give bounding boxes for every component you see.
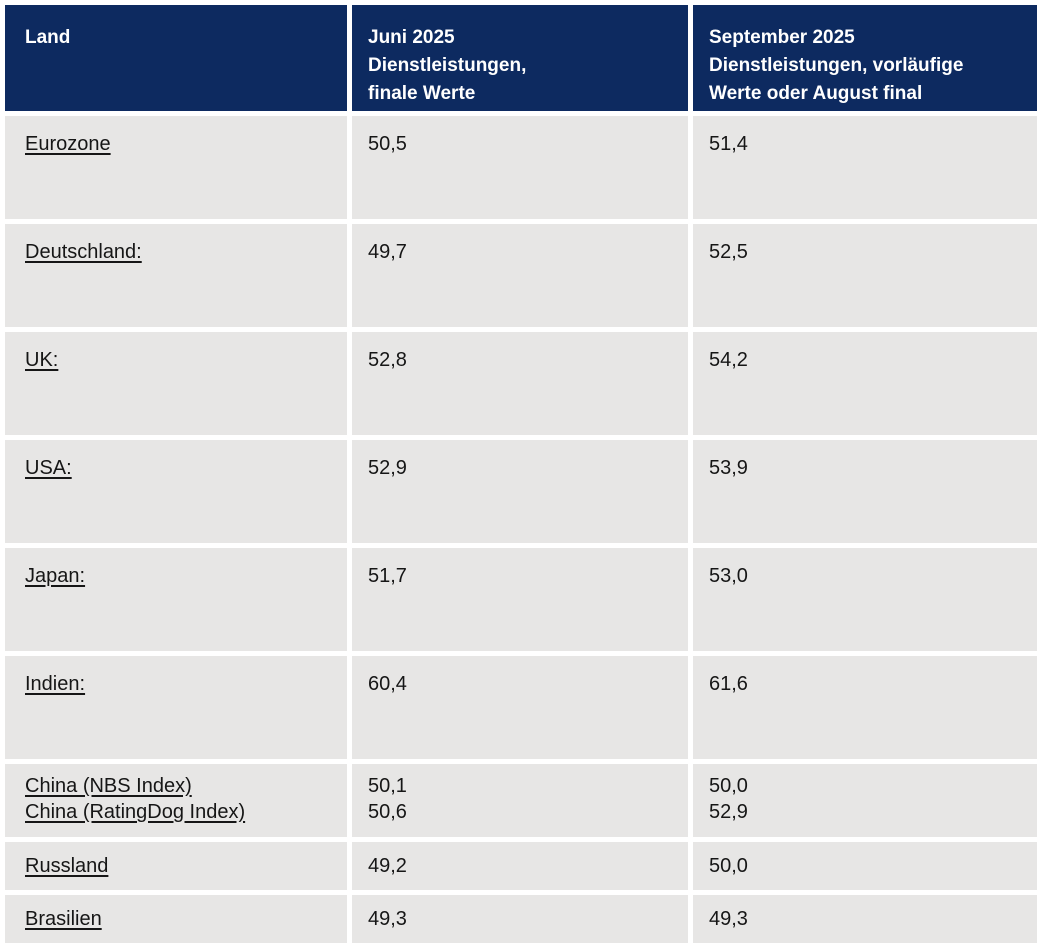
country-link-china[interactable]: China (NBS Index) China (RatingDog Index…	[25, 775, 246, 823]
column-header-land: Land	[5, 5, 347, 111]
cell-juni-eurozone: 50,5	[352, 116, 688, 219]
cell-land-eurozone: Eurozone	[5, 116, 347, 219]
country-link-indien[interactable]: Indien:	[25, 673, 86, 695]
cell-september-eurozone: 51,4	[693, 116, 1037, 219]
cell-land-russland: Russland	[5, 842, 347, 890]
country-link-usa[interactable]: USA:	[25, 457, 72, 479]
column-header-september-2025: September 2025 Dienstleistungen, vorläuf…	[693, 5, 1037, 111]
country-link-russland[interactable]: Russland	[25, 855, 109, 877]
country-link-eurozone[interactable]: Eurozone	[25, 133, 111, 155]
cell-juni-russland: 49,2	[352, 842, 688, 890]
cell-september-uk: 54,2	[693, 332, 1037, 435]
country-link-deutschland[interactable]: Deutschland:	[25, 241, 142, 263]
cell-september-brasilien: 49,3	[693, 895, 1037, 943]
cell-september-china: 50,0 52,9	[693, 764, 1037, 837]
cell-juni-uk: 52,8	[352, 332, 688, 435]
cell-land-indien: Indien:	[5, 656, 347, 759]
cell-land-uk: UK:	[5, 332, 347, 435]
cell-land-usa: USA:	[5, 440, 347, 543]
pmi-services-table: Land Juni 2025 Dienstleistungen, finale …	[5, 5, 1037, 943]
country-link-uk[interactable]: UK:	[25, 349, 59, 371]
cell-september-usa: 53,9	[693, 440, 1037, 543]
cell-land-china: China (NBS Index) China (RatingDog Index…	[5, 764, 347, 837]
cell-september-japan: 53,0	[693, 548, 1037, 651]
cell-september-deutschland: 52,5	[693, 224, 1037, 327]
cell-juni-deutschland: 49,7	[352, 224, 688, 327]
cell-juni-indien: 60,4	[352, 656, 688, 759]
column-header-juni-2025: Juni 2025 Dienstleistungen, finale Werte	[352, 5, 688, 111]
cell-september-indien: 61,6	[693, 656, 1037, 759]
cell-juni-brasilien: 49,3	[352, 895, 688, 943]
cell-september-russland: 50,0	[693, 842, 1037, 890]
country-link-japan[interactable]: Japan:	[25, 565, 86, 587]
cell-land-japan: Japan:	[5, 548, 347, 651]
cell-juni-usa: 52,9	[352, 440, 688, 543]
cell-juni-japan: 51,7	[352, 548, 688, 651]
cell-juni-china: 50,1 50,6	[352, 764, 688, 837]
cell-land-brasilien: Brasilien	[5, 895, 347, 943]
country-link-brasilien[interactable]: Brasilien	[25, 908, 102, 930]
cell-land-deutschland: Deutschland:	[5, 224, 347, 327]
